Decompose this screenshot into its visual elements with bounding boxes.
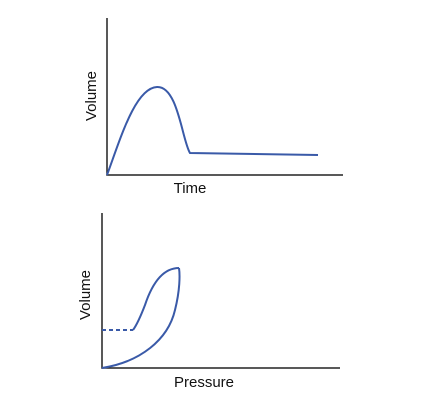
y-axis-label: Volume bbox=[77, 270, 94, 320]
x-axis-label: Time bbox=[174, 180, 207, 197]
x-axis-label: Pressure bbox=[174, 374, 234, 391]
volume-time-curve bbox=[106, 85, 319, 176]
inflation-curve bbox=[101, 267, 181, 369]
y-axis-label: Volume bbox=[83, 71, 100, 121]
pressure-plot: Volume Pressure bbox=[77, 213, 340, 391]
deflation-curve bbox=[132, 267, 180, 331]
time-plot: Volume Time bbox=[83, 18, 343, 197]
